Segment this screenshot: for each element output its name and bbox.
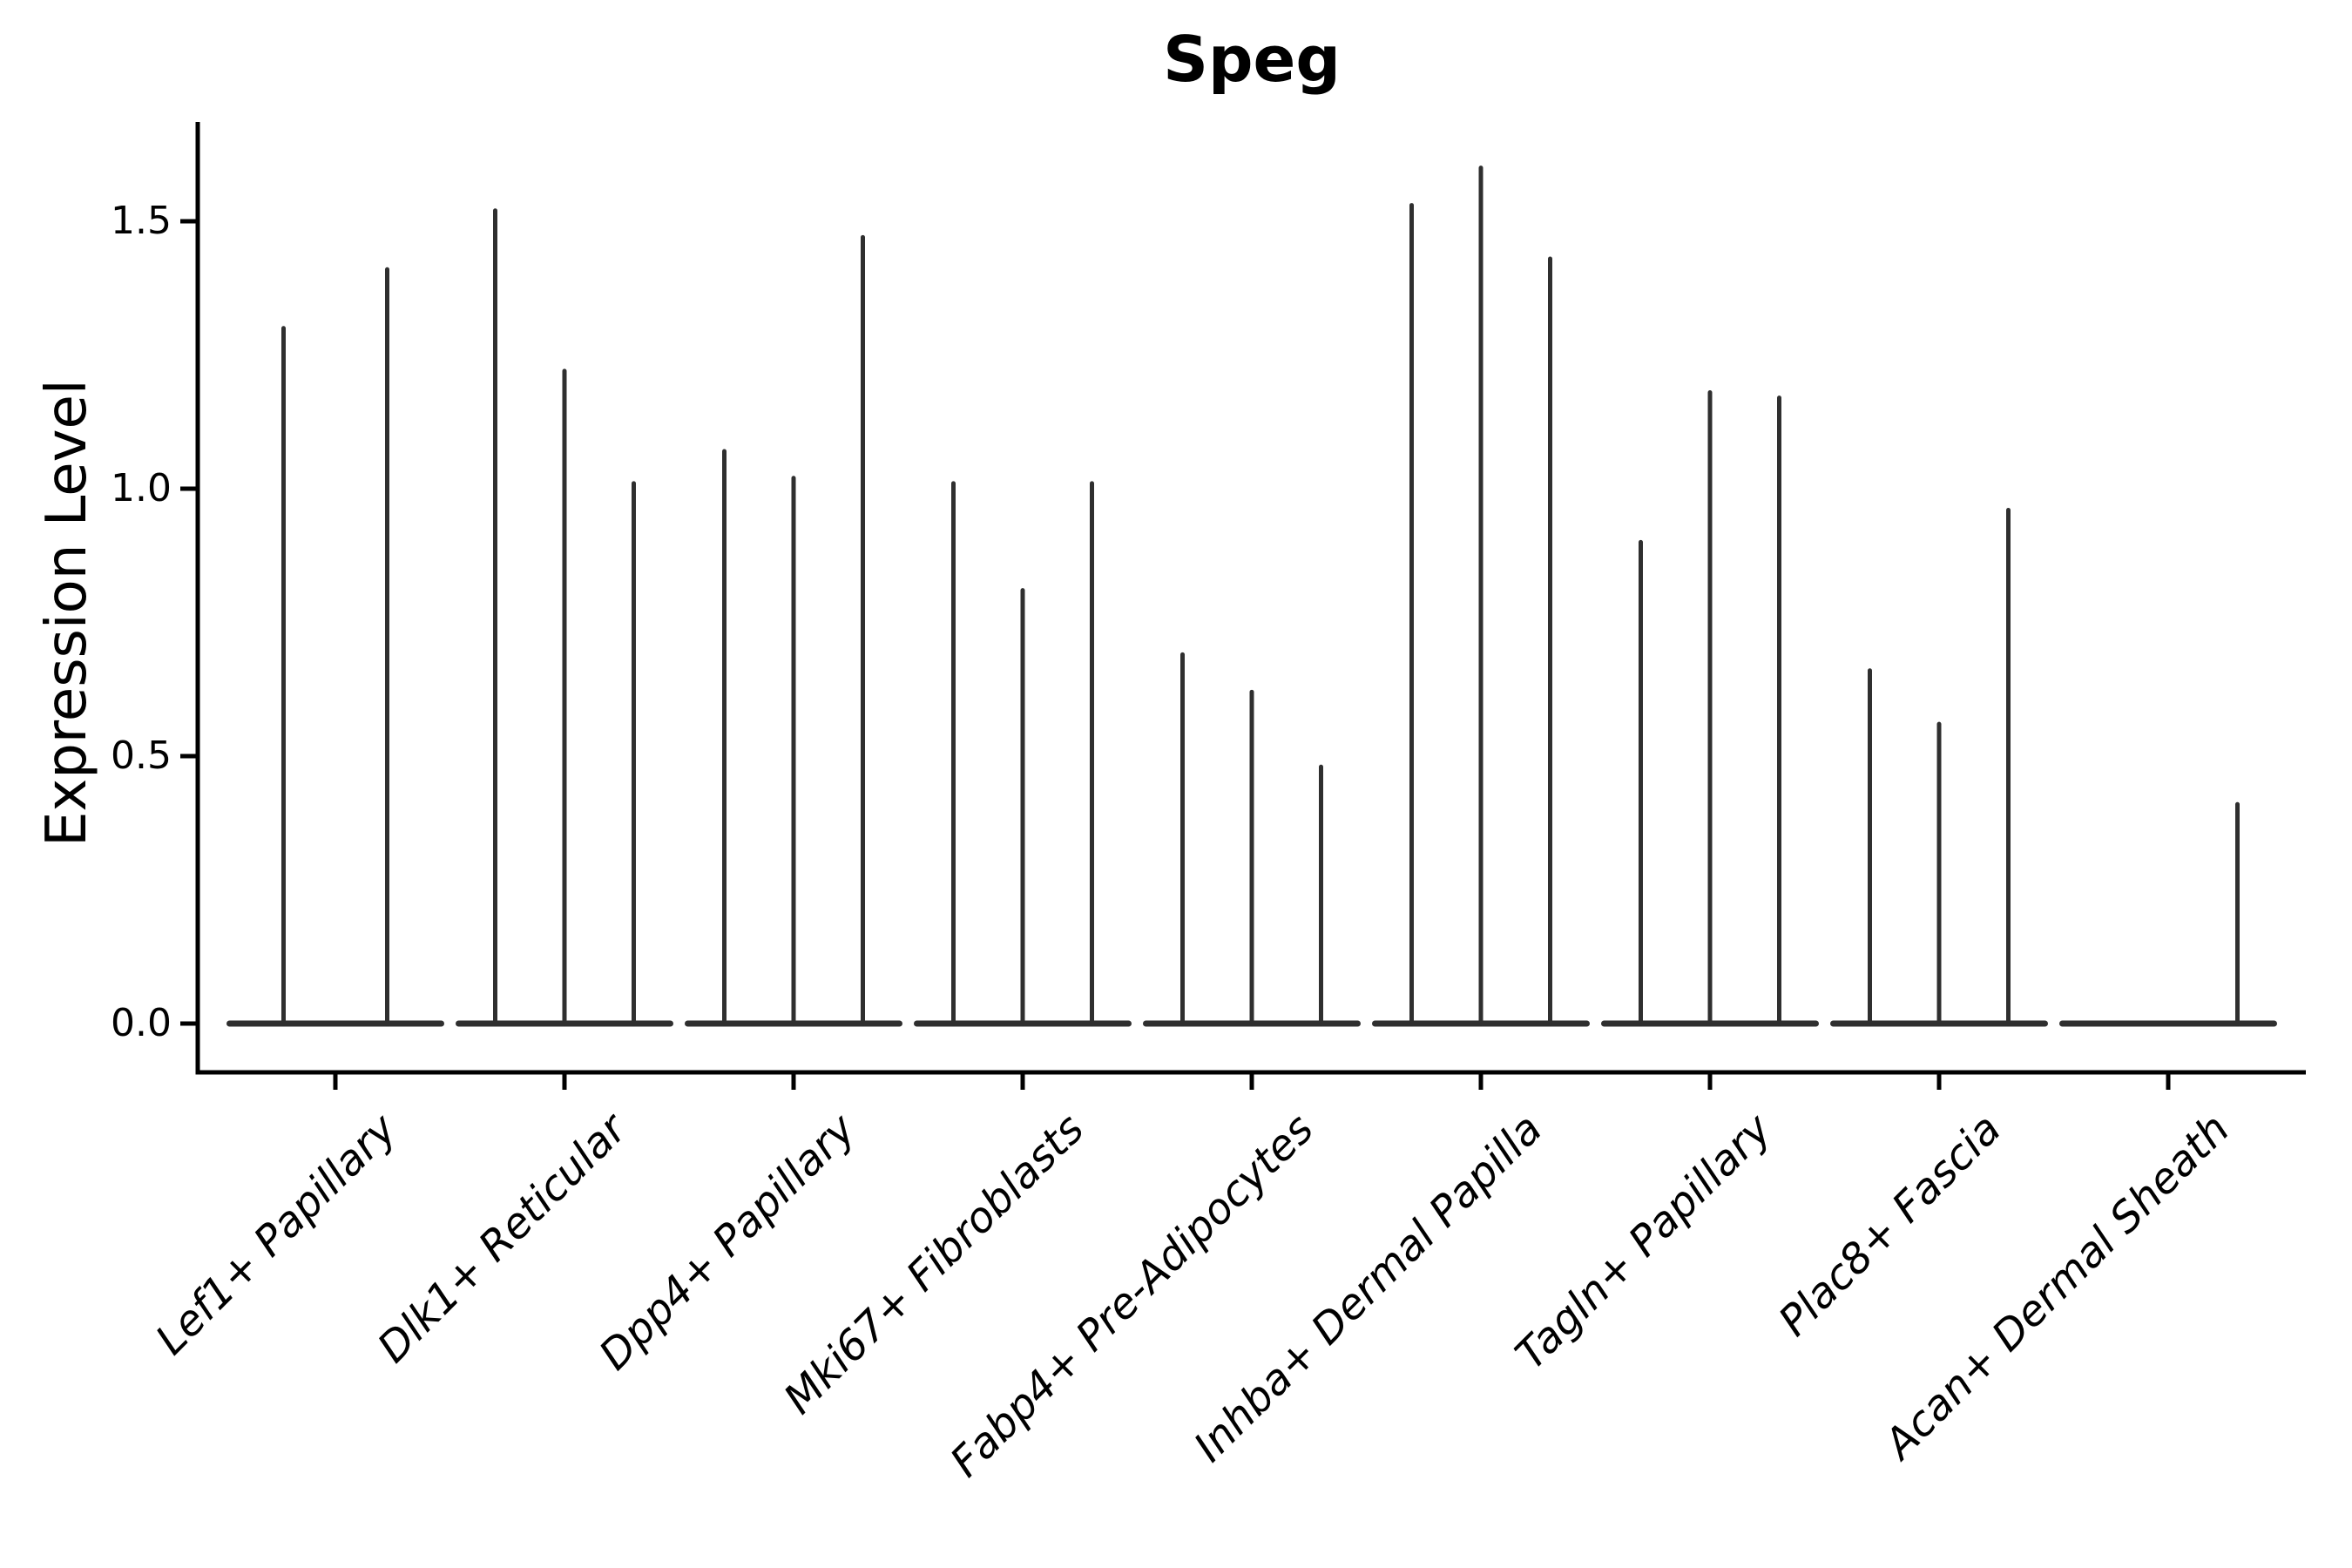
- chart-title: Speg: [1163, 23, 1341, 96]
- y-tick-label: 1.5: [111, 199, 172, 243]
- y-tick-label: 1.0: [111, 466, 172, 510]
- y-tick-label: 0.0: [111, 1001, 172, 1045]
- y-tick-label: 0.5: [111, 733, 172, 778]
